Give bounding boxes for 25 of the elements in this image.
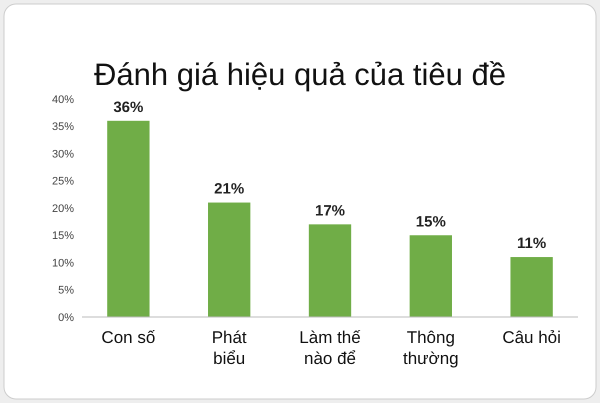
y-tick-label: 5% xyxy=(58,284,74,297)
y-tick-label: 40% xyxy=(52,94,74,106)
data-label: 36% xyxy=(113,98,144,116)
y-tick-label: 30% xyxy=(52,148,74,160)
data-label: 17% xyxy=(314,202,346,220)
y-tick-label: 0% xyxy=(58,312,74,324)
x-tick-label: Câu hỏi xyxy=(502,328,561,347)
bar xyxy=(208,202,250,317)
chart-title: Đánh giá hiệu quả của tiêu đề xyxy=(94,57,506,92)
bar xyxy=(510,257,553,317)
bar xyxy=(308,224,352,317)
x-tick-label: Làm thế nào để xyxy=(299,328,362,368)
x-tick-label: Con số xyxy=(101,328,156,347)
data-label: 15% xyxy=(416,213,446,230)
data-label: 21% xyxy=(214,180,244,198)
y-tick-label: 15% xyxy=(52,230,74,242)
y-tick-label: 35% xyxy=(52,121,74,134)
data-label: 11% xyxy=(517,235,546,252)
x-tick-label: Thông thường xyxy=(403,328,459,368)
x-tick-label: Phát biểu xyxy=(212,328,247,368)
bar xyxy=(107,120,150,317)
y-tick-label: 20% xyxy=(52,202,74,215)
y-tick-label: 10% xyxy=(52,257,74,270)
y-tick-label: 25% xyxy=(52,176,74,188)
bar xyxy=(410,235,452,317)
